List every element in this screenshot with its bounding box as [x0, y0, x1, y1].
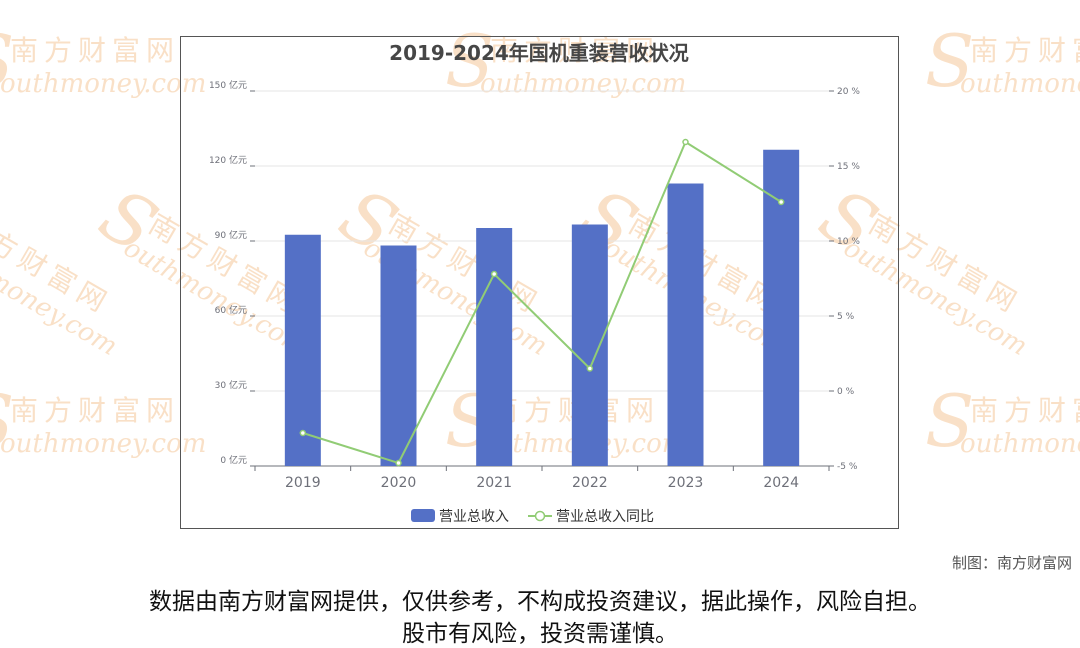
x-tick-label: 2020	[381, 475, 417, 491]
y-right-tick-label: 20 %	[837, 87, 860, 97]
bar	[667, 183, 704, 466]
chart-credit: 制图：南方财富网	[951, 554, 1072, 572]
revenue-chart: 2019-2024年国机重装营收状况 0 亿元 30 亿元 60 亿元 90 亿元 12…	[209, 41, 860, 525]
line-point	[777, 198, 785, 206]
watermark-text: 南方财富网	[0, 207, 117, 321]
axes: 0 亿元 30 亿元 60 亿元 90 亿元 120 亿元 150 亿元 -5 % 0 % 5 …	[209, 79, 860, 491]
y-left-tick-label: 150 亿元	[209, 79, 247, 91]
disclaimer-line-2: 股市有风险，投资需谨慎。	[402, 621, 678, 647]
legend[interactable]: 营业总收入 营业总收入同比	[411, 509, 654, 525]
y-left-tick-label: 90 亿元	[215, 229, 247, 241]
bar	[284, 234, 321, 466]
watermark-text: 南方财富网	[10, 34, 180, 67]
legend-label: 营业总收入同比	[556, 509, 654, 525]
bar	[476, 228, 513, 466]
watermark-url: outhmoney.com	[960, 69, 1080, 99]
watermark-text: 南方财富网	[970, 34, 1080, 67]
y-right-tick-label: 15 %	[837, 162, 860, 172]
y-right-tick-label: 5 %	[837, 312, 855, 322]
y-right-tick-label: 0 %	[837, 387, 855, 397]
x-tick-label: 2019	[285, 475, 321, 491]
bar	[380, 245, 417, 466]
watermark-logo: S	[0, 19, 14, 103]
legend-item-yoy[interactable]: 营业总收入同比	[528, 509, 654, 525]
bar	[571, 224, 608, 466]
grid-lines	[255, 90, 829, 392]
yoy-line	[302, 140, 782, 465]
x-tick-label: 2023	[668, 475, 704, 491]
line-series	[299, 138, 785, 467]
legend-swatch-bar	[411, 509, 435, 522]
bar-series	[284, 149, 800, 466]
watermark-logo: S	[86, 172, 171, 269]
line-point	[586, 365, 594, 372]
line-point	[299, 429, 307, 437]
watermark-text: 南方财富网	[10, 394, 180, 427]
y-left-tick-label: 0 亿元	[220, 454, 247, 466]
bar	[763, 149, 800, 466]
watermark-logo: S	[925, 379, 974, 463]
watermark-text: 南方财富网	[970, 394, 1080, 427]
y-left-tick-label: 60 亿元	[215, 304, 247, 316]
legend-label: 营业总收入	[439, 509, 509, 525]
chart-title: 2019-2024年国机重装营收状况	[389, 41, 689, 65]
watermark-url: outhmoney.com	[0, 429, 206, 459]
watermark-logo: S	[925, 19, 974, 103]
line-point	[682, 138, 689, 146]
y-right-tick-label: 10 %	[837, 237, 860, 247]
x-tick-label: 2022	[572, 475, 608, 491]
legend-item-revenue[interactable]: 营业总收入	[411, 509, 509, 525]
watermark-url: outhmoney.com	[0, 69, 206, 99]
line-point	[490, 270, 498, 278]
x-tick-label: 2024	[763, 475, 799, 491]
line-point	[395, 459, 402, 467]
y-right-tick-label: -5 %	[837, 462, 858, 472]
disclaimer-line-1: 数据由南方财富网提供，仅供参考，不构成投资建议，据此操作，风险自担。	[149, 589, 931, 615]
watermark-url: outhmoney.com	[960, 429, 1080, 459]
y-left-tick-label: 120 亿元	[209, 154, 247, 166]
watermark-url: outhmoney.com	[0, 233, 122, 362]
y-left-tick-label: 30 亿元	[215, 379, 247, 391]
chart-frame	[180, 36, 899, 529]
legend-swatch-marker	[534, 510, 546, 522]
x-tick-label: 2021	[476, 475, 512, 491]
watermark-logo: S	[0, 379, 14, 463]
